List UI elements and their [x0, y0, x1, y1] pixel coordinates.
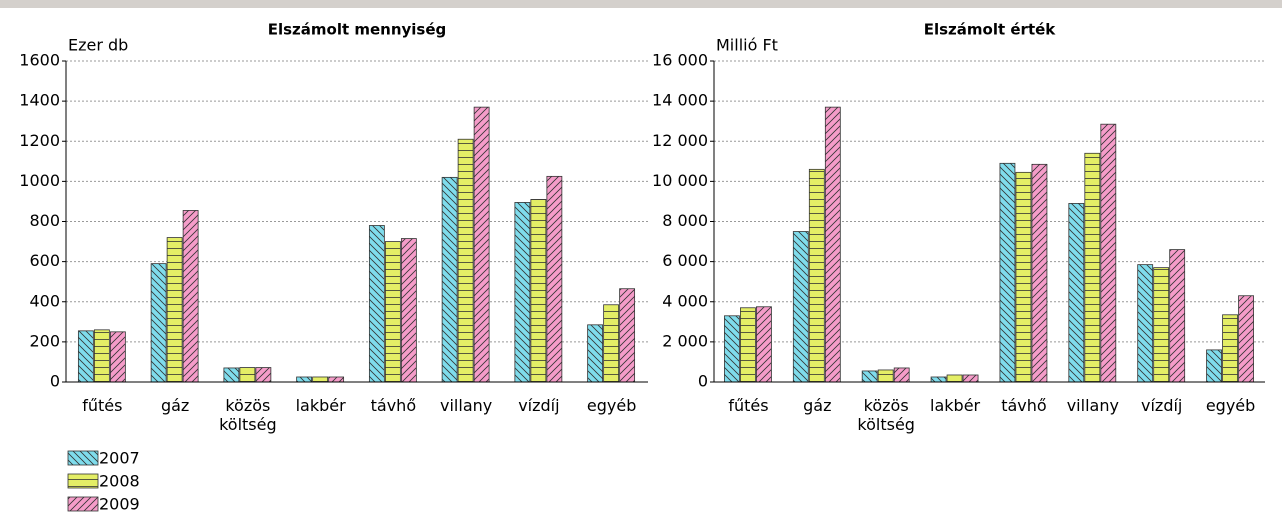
x-tick-label: egyéb [1205, 396, 1256, 415]
y-tick-label: 2 000 [662, 331, 708, 350]
bar [1100, 123, 1117, 383]
bar [1031, 163, 1048, 383]
y-tick-label: 0 [698, 372, 708, 391]
legend-label: 2008 [99, 472, 140, 491]
bar [546, 175, 563, 383]
x-tick-label: lakbér [295, 396, 346, 415]
bar [530, 199, 547, 383]
legend-label: 2009 [99, 495, 140, 514]
legend-swatch [67, 450, 99, 466]
bar [1068, 203, 1085, 383]
bar [77, 330, 94, 383]
bar [312, 376, 329, 383]
y-axis-label: Ezer db [68, 36, 128, 55]
bar [861, 370, 878, 383]
bar [400, 238, 417, 383]
y-tick-label: 0 [50, 372, 60, 391]
bar [824, 106, 841, 383]
y-tick-label: 1200 [19, 131, 60, 150]
bar [930, 376, 947, 383]
bar [877, 369, 894, 383]
bar [1153, 267, 1170, 383]
x-tick-label: távhő [1001, 396, 1047, 415]
bar [999, 162, 1016, 383]
bar [1015, 171, 1032, 383]
x-tick-label: villany [440, 396, 493, 415]
bar [724, 315, 740, 383]
bar [962, 374, 979, 383]
bar [1084, 152, 1101, 383]
bar [619, 288, 636, 383]
bar [603, 304, 620, 383]
x-tick-label: gáz [803, 396, 832, 415]
y-tick-label: 14 000 [652, 91, 708, 110]
x-tick-label: fűtés [82, 396, 123, 415]
bar [296, 376, 313, 383]
y-tick-label: 8 000 [662, 211, 708, 230]
bar [1137, 264, 1154, 383]
x-tick-label: villany [1066, 396, 1119, 415]
y-tick-label: 4 000 [662, 291, 708, 310]
x-tick-label: gáz [160, 396, 190, 415]
x-tick-label: távhő [370, 396, 417, 415]
bar [150, 263, 167, 383]
y-tick-label: 200 [29, 331, 60, 350]
x-tick-label: közös költség [857, 396, 915, 434]
bar [893, 367, 910, 383]
bar [441, 176, 458, 383]
y-tick-label: 600 [29, 251, 60, 270]
bar [93, 329, 110, 383]
y-tick-label: 800 [29, 211, 60, 230]
bar [514, 202, 531, 383]
bar [1222, 314, 1238, 383]
legend-swatch [67, 473, 99, 489]
bar [368, 225, 385, 383]
y-tick-label: 12 000 [652, 131, 708, 150]
bar [1238, 295, 1254, 383]
bar [182, 210, 199, 383]
y-axis-label: Millió Ft [716, 36, 778, 55]
bar [457, 138, 474, 383]
x-tick-label: vízdíj [518, 396, 560, 415]
bar [166, 237, 183, 383]
bar [328, 376, 345, 383]
bar [946, 374, 963, 383]
bar [792, 231, 809, 383]
bar [808, 168, 825, 383]
x-tick-label: lakbér [930, 396, 981, 415]
legend-swatch [67, 496, 99, 512]
bar [109, 331, 126, 383]
chart-title: Elszámolt érték [924, 21, 1057, 39]
y-tick-label: 1400 [19, 91, 60, 110]
bar [1206, 349, 1222, 383]
x-tick-label: fűtés [728, 396, 769, 415]
x-tick-label: egyéb [586, 396, 637, 415]
bar [473, 106, 490, 383]
x-tick-label: közös költség [219, 396, 277, 434]
chart-title: Elszámolt mennyiség [268, 21, 447, 39]
y-tick-label: 10 000 [652, 171, 708, 190]
y-tick-label: 1600 [19, 51, 60, 70]
bar [756, 306, 772, 383]
bar [740, 307, 756, 383]
bar [239, 367, 256, 383]
top-band [0, 0, 1282, 8]
bar [1169, 249, 1186, 383]
x-tick-label: vízdíj [1141, 396, 1183, 415]
y-tick-label: 16 000 [652, 51, 708, 70]
bar [255, 367, 272, 383]
bar [587, 324, 604, 383]
y-tick-label: 1000 [19, 171, 60, 190]
y-tick-label: 400 [29, 291, 60, 310]
bar [223, 367, 240, 383]
bar [384, 241, 401, 383]
legend-label: 2007 [99, 449, 140, 468]
y-tick-label: 6 000 [662, 251, 708, 270]
